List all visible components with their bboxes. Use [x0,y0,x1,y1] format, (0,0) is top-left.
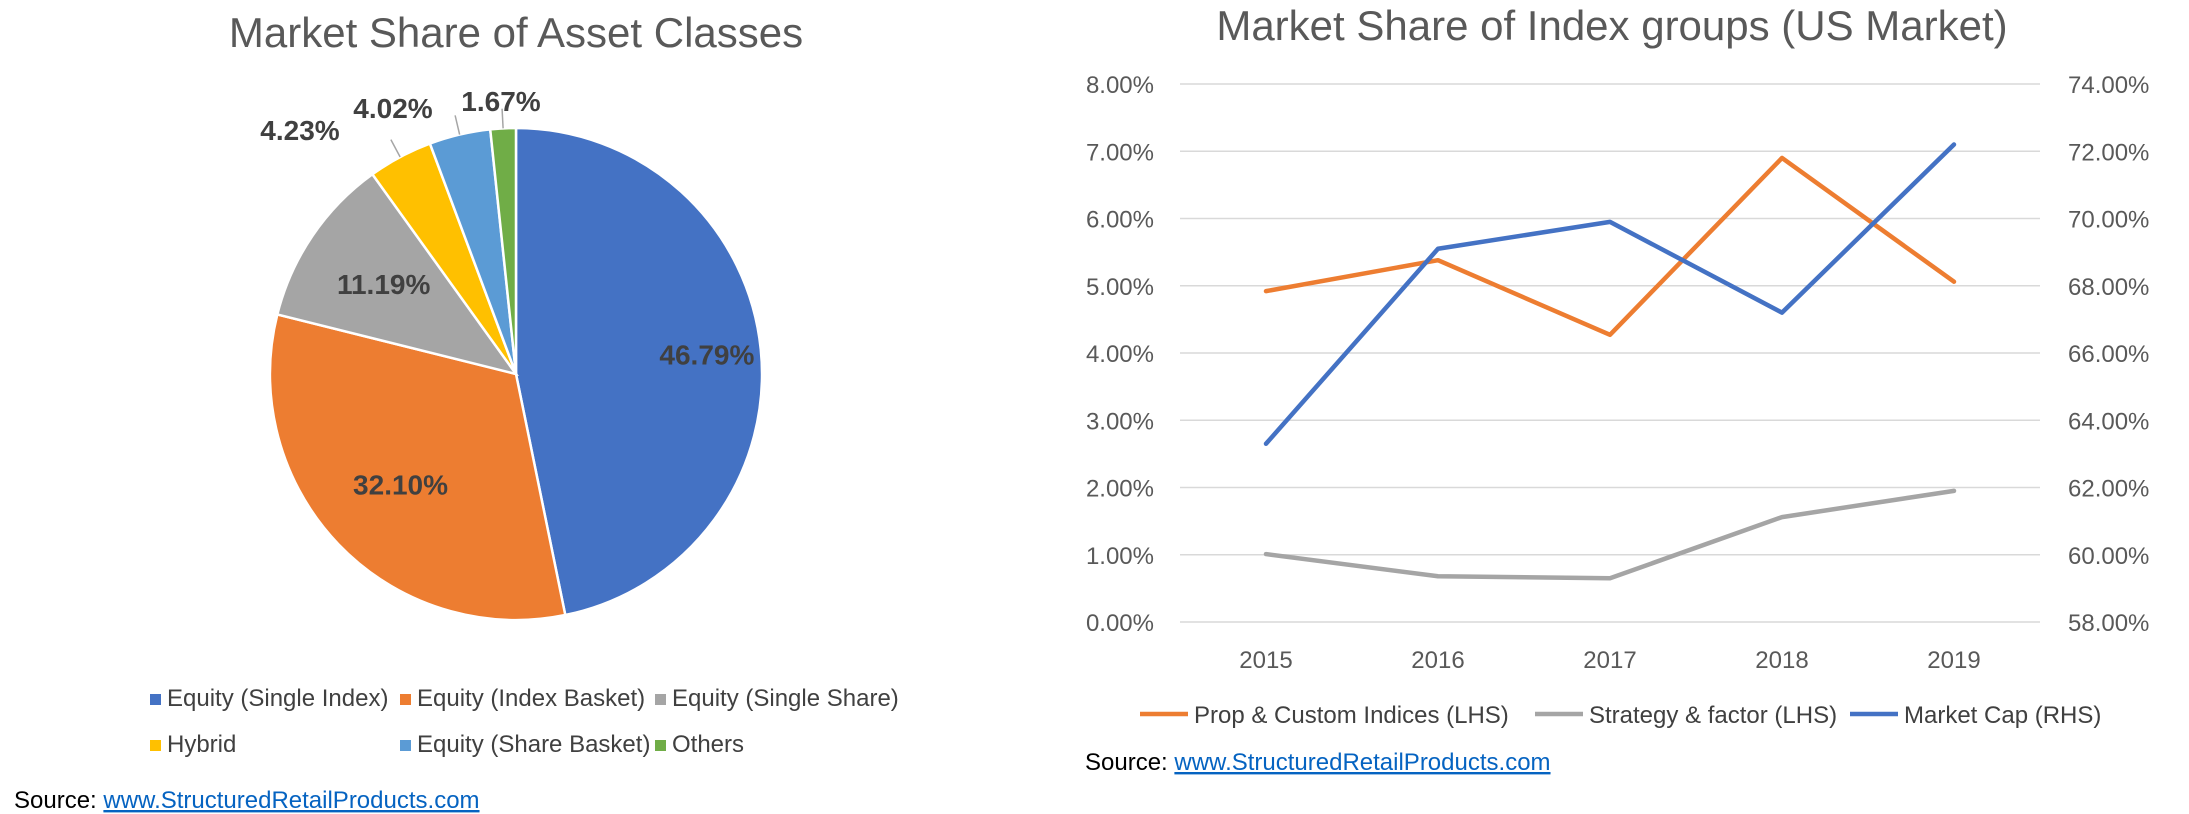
x-tick-label: 2015 [1239,647,1292,674]
pie-source-prefix: Source: [14,787,103,814]
right-tick-label: 66.00% [2068,341,2149,368]
x-axis-ticks: 2015 2016 2017 2018 2019 [1239,647,1980,674]
pie-label-equity-share-basket: 4.02% [353,93,432,124]
pie-legend-label-others: Others [672,731,744,758]
left-tick-label: 3.00% [1086,408,1154,435]
line-legend-label-market-cap-rhs: Market Cap (RHS) [1904,702,2101,729]
left-tick-label: 4.00% [1086,341,1154,368]
right-tick-label: 64.00% [2068,408,2149,435]
line-series [1263,142,1957,581]
x-tick-label: 2016 [1411,647,1464,674]
pie-leader-line [501,108,504,129]
line-legend-label-prop-custom-indices-lhs: Prop & Custom Indices (LHS) [1194,702,1509,729]
pie-legend-swatch-equity-share-basket [400,740,411,751]
pie-label-equity-index-basket: 32.10% [353,470,448,501]
pie-slice-equity-index-basket [268,312,567,622]
pie-slice-equity-single-share [275,172,520,377]
line-legend: Prop & Custom Indices (LHS) Strategy & fa… [1140,702,2101,729]
pie-legend-swatch-equity-index-basket [400,694,411,705]
line-legend-label-strategy-factor-lhs: Strategy & factor (LHS) [1589,702,1837,729]
x-tick-label: 2019 [1927,647,1980,674]
right-tick-label: 72.00% [2068,139,2149,166]
pie-legend-label-equity-share-basket: Equity (Share Basket) [417,731,650,758]
pie-label-others: 1.67% [461,86,540,117]
left-axis-ticks: 0.00% 1.00% 2.00% 3.00% 4.00% 5.00% 6.00% 7.00%… [1086,72,1154,637]
right-axis-ticks: 58.00% 60.00% 62.00% 64.00% 66.00% 68.00% 70.0… [2068,72,2149,637]
pie-source: Source: www.StructuredRetailProducts.com [14,787,480,814]
pie-legend-label-equity-single-share: Equity (Single Share) [672,685,899,712]
line-source-prefix: Source: [1085,749,1174,776]
line-source: Source: www.StructuredRetailProducts.com [1085,749,1551,776]
left-tick-label: 7.00% [1086,139,1154,166]
pie-slice-equity-single-index [514,126,764,617]
pie-legend-label-hybrid: Hybrid [167,731,236,758]
x-tick-label: 2017 [1583,647,1636,674]
right-tick-label: 68.00% [2068,274,2149,301]
right-tick-label: 74.00% [2068,72,2149,99]
pie-legend-swatch-others [655,740,666,751]
pie-legend-label-equity-single-index: Equity (Single Index) [167,685,388,712]
pie-label-equity-single-share: 11.19% [337,269,431,300]
pie-legend-swatch-hybrid [150,740,161,751]
line-chart-panel: Market Share of Index groups (US Market)… [1086,2,2149,729]
x-tick-label: 2018 [1755,647,1808,674]
left-tick-label: 2.00% [1086,476,1154,503]
series-line-market-cap-rhs [1263,142,1957,447]
pie-chart-panel: Market Share of Asset Classes 46.79% 32.1… [150,9,899,758]
pie-legend-swatch-equity-single-share [655,694,666,705]
left-tick-label: 0.00% [1086,610,1154,637]
right-tick-label: 62.00% [2068,476,2149,503]
left-tick-label: 1.00% [1086,543,1154,570]
pie-legend-label-equity-index-basket: Equity (Index Basket) [417,685,645,712]
series-line-strategy-factor-lhs [1263,488,1957,581]
pie-slices [268,126,764,622]
line-chart-gridlines [1180,83,2040,623]
left-tick-label: 6.00% [1086,207,1154,234]
pie-slice-others [488,126,518,375]
pie-legend-swatch-equity-single-index [150,694,161,705]
line-chart-title: Market Share of Index groups (US Market) [1216,2,2007,49]
left-tick-label: 8.00% [1086,72,1154,99]
pie-chart-title: Market Share of Asset Classes [229,9,803,56]
pie-leader-line [390,139,401,158]
right-tick-label: 70.00% [2068,207,2149,234]
right-tick-label: 58.00% [2068,610,2149,637]
pie-label-hybrid: 4.23% [260,115,339,146]
pie-data-labels: 46.79% 32.10% 11.19% 4.23% 4.02% 1.67% [260,86,754,501]
right-tick-label: 60.00% [2068,543,2149,570]
pie-legend: Equity (Single Index) Equity (Index Baske… [150,685,899,758]
pie-source-link[interactable]: www.StructuredRetailProducts.com [102,787,479,814]
pie-label-equity-single-index: 46.79% [659,340,754,371]
series-line-prop-custom-indices-lhs [1263,155,1957,338]
pie-leader-line [454,115,461,135]
line-source-link[interactable]: www.StructuredRetailProducts.com [1173,749,1550,776]
left-tick-label: 5.00% [1086,274,1154,301]
